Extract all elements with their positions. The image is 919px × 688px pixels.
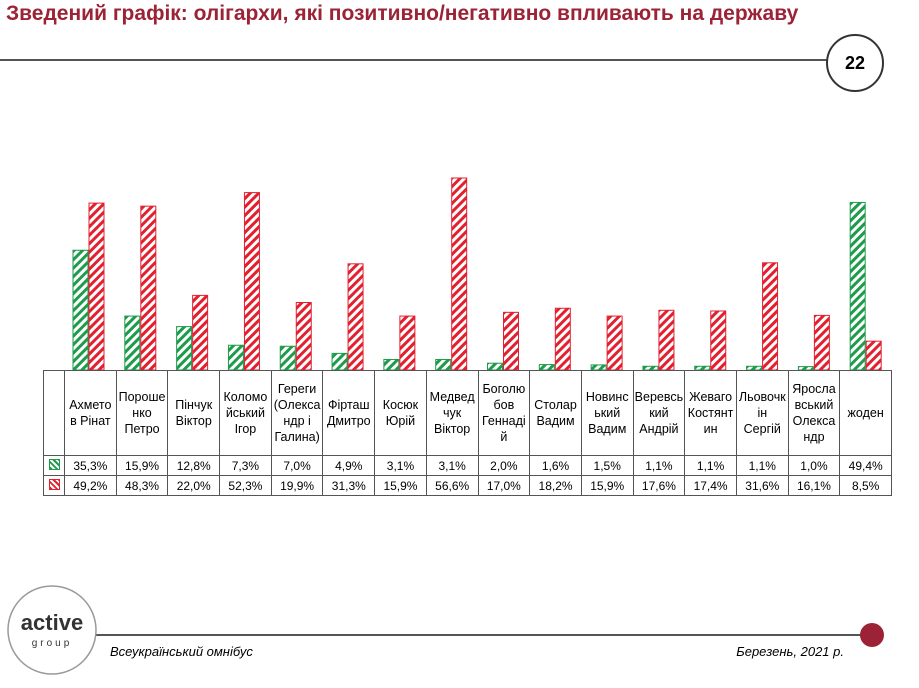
table-row: Ахметов Рінат Порошенко Петро Пінчук Вікто… (43, 370, 892, 456)
value-label: 17,0% (477, 475, 531, 496)
logo-subtext: group (32, 638, 73, 649)
value-label: 49,2% (64, 475, 117, 496)
bar (176, 326, 193, 371)
value-label: 35,3% (64, 455, 117, 476)
category-label: Боголюбов Геннадій (477, 370, 531, 456)
category-label: Гереги (Олександр і Галина) (270, 370, 324, 456)
value-label: 1,5% (580, 455, 634, 476)
value-label: 52,3% (219, 475, 272, 496)
category-label: Новинський Вадим (580, 370, 634, 456)
category-label: Жеваго Костянтин (684, 370, 737, 456)
value-label: 31,6% (735, 475, 789, 496)
value-label: 12,8% (167, 455, 221, 476)
value-label: 15,9% (580, 475, 634, 496)
value-label: 17,6% (632, 475, 686, 496)
title: Зведений графік: олігархи, які позитивно… (6, 2, 799, 25)
table-row: 49,2% 48,3% 22,0% 52,3% 19,9% 31,3% 15,9% 56,6%… (43, 475, 892, 496)
bar (399, 315, 416, 371)
category-label: Косюк Юрій (374, 370, 427, 456)
value-label: 1,1% (632, 455, 686, 476)
value-label: 1,1% (684, 455, 737, 476)
value-label: 15,9% (115, 455, 169, 476)
legend-swatch (48, 458, 60, 470)
category-label: Порошенко Петро (115, 370, 169, 456)
bar (295, 301, 312, 371)
value-label: 3,1% (425, 455, 479, 476)
value-label: 56,6% (425, 475, 479, 496)
value-label: 31,3% (322, 475, 376, 496)
bar (590, 364, 607, 371)
value-label: 18,2% (529, 475, 582, 496)
value-label: 1,0% (787, 455, 841, 476)
table-row: 35,3% 15,9% 12,8% 7,3% 7,0% 4,9% 3,1% 3,1% 2,0% 1… (43, 455, 892, 476)
bar (451, 177, 468, 371)
bar (865, 340, 882, 371)
bar (331, 352, 348, 371)
value-label: 16,1% (787, 475, 841, 496)
bar (813, 314, 830, 371)
bar (227, 344, 244, 371)
value-label: 1,1% (735, 455, 789, 476)
legend-swatch (48, 478, 60, 490)
value-label: 1,6% (529, 455, 582, 476)
category-label: Столар Вадим (529, 370, 582, 456)
bar (487, 362, 503, 371)
value-label: 22,0% (167, 475, 221, 496)
bar (140, 205, 157, 371)
footer-dot (860, 623, 884, 647)
page-badge (826, 34, 884, 92)
logo-circle (7, 585, 97, 675)
value-label: 19,9% (270, 475, 324, 496)
data-table: Ахметов Рінат Порошенко Петро Пінчук Вікто… (43, 370, 892, 496)
page-number: 22 (845, 53, 865, 73)
bar (192, 294, 209, 371)
legend-cell (43, 475, 65, 496)
legend-cell (43, 455, 65, 476)
bar (72, 249, 89, 371)
bar (710, 310, 727, 371)
value-label: 15,9% (374, 475, 427, 496)
bar (124, 315, 141, 371)
category-label: Фірташ Дмитро (322, 370, 376, 456)
value-label: 48,3% (115, 475, 169, 496)
category-label: жоден (839, 370, 892, 456)
bar (849, 201, 866, 371)
category-label: Веревський Андрій (632, 370, 686, 456)
bar (554, 307, 571, 371)
footer-left: Всеукраїнський омнібус (110, 644, 253, 659)
category-label: Ярославський Олександр (787, 370, 841, 456)
value-label: 7,3% (219, 455, 272, 476)
bar (606, 315, 623, 371)
footer-right: Березень, 2021 р. (736, 644, 844, 659)
bar (279, 345, 296, 371)
bar (435, 358, 452, 371)
logo-text: active (21, 610, 83, 635)
value-label: 7,0% (270, 455, 324, 476)
value-label: 2,0% (477, 455, 531, 476)
category-label: Медведчук Віктор (425, 370, 479, 456)
bar (762, 262, 779, 371)
bar (347, 263, 364, 371)
value-label: 3,1% (374, 455, 427, 476)
value-label: 49,4% (839, 455, 892, 476)
bar (383, 358, 400, 371)
category-label: Льовочкін Сергій (735, 370, 789, 456)
value-label: 8,5% (839, 475, 892, 496)
category-label: Коломойський Ігор (219, 370, 272, 456)
bar (658, 309, 675, 371)
bar (503, 311, 519, 371)
bar (88, 202, 105, 371)
bar (243, 192, 260, 371)
category-label: Пінчук Віктор (167, 370, 221, 456)
value-label: 17,4% (684, 475, 737, 496)
table-corner (43, 370, 65, 456)
value-label: 4,9% (322, 455, 376, 476)
category-label: Ахметов Рінат (64, 370, 117, 456)
